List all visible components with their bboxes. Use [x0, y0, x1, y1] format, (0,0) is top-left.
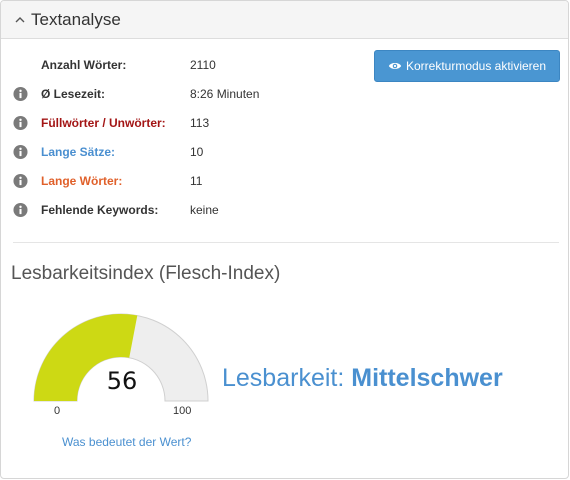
readability-level: Mittelschwer	[351, 364, 503, 392]
gauge-max-label: 100	[173, 405, 192, 417]
stat-value: keine	[190, 202, 219, 217]
panel-title: Textanalyse	[31, 9, 121, 29]
stat-label: Fehlende Keywords:	[41, 202, 159, 217]
help-link[interactable]: Was bedeutet der Wert?	[62, 435, 192, 449]
stat-value: 2110	[190, 57, 216, 72]
stat-value: 10	[190, 144, 204, 159]
chevron-up-icon	[15, 16, 25, 22]
stat-label: Füllwörter / Unwörter:	[41, 115, 166, 130]
info-icon[interactable]	[13, 173, 28, 188]
gauge-fill	[34, 313, 138, 401]
panel-header[interactable]: Textanalyse	[1, 1, 568, 39]
stat-row-filler-words: Füllwörter / Unwörter: 113	[13, 108, 343, 137]
eye-icon	[388, 63, 402, 69]
readability-result: Lesbarkeit: Mittelschwer	[222, 364, 503, 393]
stat-row-reading-time: Ø Lesezeit: 8:26 Minuten	[13, 79, 343, 108]
stat-value: 11	[190, 173, 203, 188]
info-icon[interactable]	[13, 202, 28, 217]
info-icon[interactable]	[13, 115, 28, 130]
stat-label: Ø Lesezeit:	[41, 86, 106, 101]
divider	[13, 242, 559, 243]
stat-label: Anzahl Wörter:	[41, 57, 127, 72]
stat-row-long-sentences: Lange Sätze: 10	[13, 137, 343, 166]
stat-row-word-count: Anzahl Wörter: 2110	[13, 50, 343, 79]
correction-mode-button[interactable]: Korrekturmodus aktivieren	[374, 50, 560, 82]
stat-value: 113	[190, 115, 210, 130]
correction-mode-label: Korrekturmodus aktivieren	[405, 59, 547, 73]
gauge-min-label: 0	[54, 405, 61, 417]
stat-row-missing-keywords: Fehlende Keywords: keine	[13, 195, 343, 224]
readability-section-title: Lesbarkeitsindex (Flesch-Index)	[11, 263, 281, 284]
info-icon[interactable]	[13, 86, 28, 101]
gauge-value: 56	[106, 367, 138, 395]
stat-label: Lange Sätze:	[41, 144, 116, 159]
stat-row-long-words: Lange Wörter: 11	[13, 166, 343, 195]
stat-value: 8:26 Minuten	[190, 86, 260, 101]
readability-gauge	[33, 313, 209, 402]
readability-prefix: Lesbarkeit:	[222, 364, 352, 392]
info-icon[interactable]	[13, 144, 28, 159]
stats-list: Anzahl Wörter: 2110 Ø Lesezeit: 8:26 Min…	[13, 50, 343, 224]
stat-label: Lange Wörter:	[41, 173, 123, 188]
